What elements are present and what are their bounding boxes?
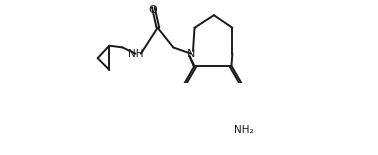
Text: NH: NH: [128, 49, 143, 59]
Text: N: N: [187, 49, 195, 59]
Text: O: O: [149, 5, 157, 15]
Text: NH₂: NH₂: [234, 125, 253, 135]
